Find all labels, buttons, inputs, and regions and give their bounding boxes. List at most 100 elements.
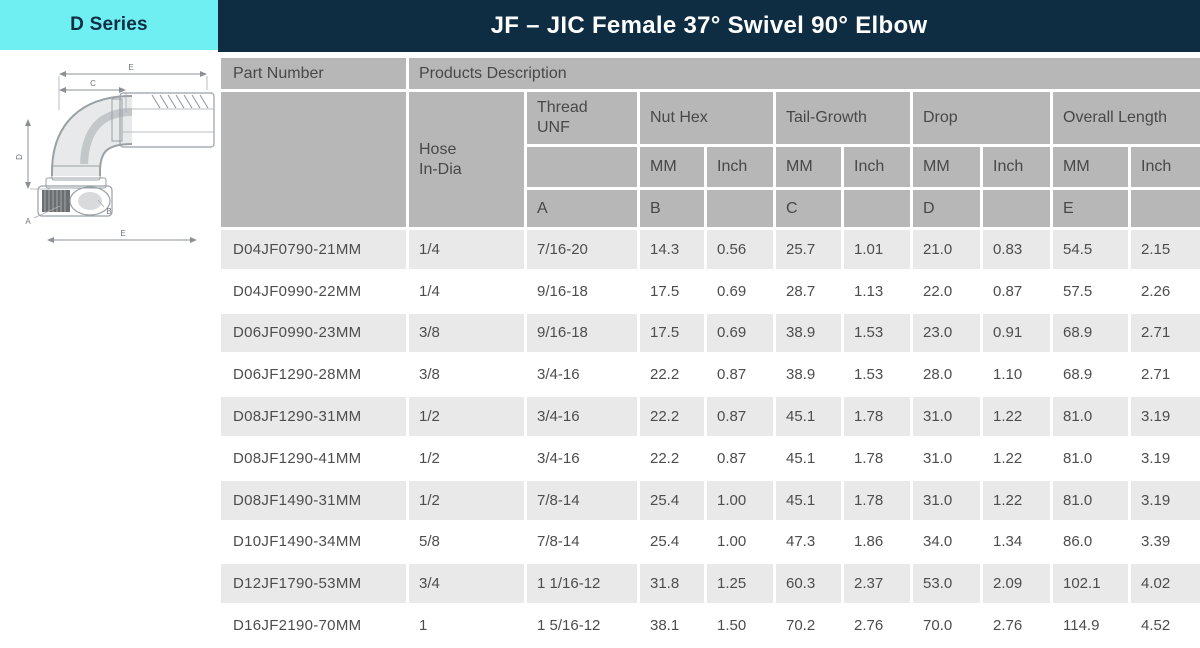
cell-drop-mm: 21.0 [910,227,983,272]
cell-drop-mm: 22.0 [910,268,983,314]
cell-nut-hex-mm: 25.4 [637,477,707,523]
nut-hex-face [69,186,111,216]
cell-hose-in-dia: 1/2 [406,435,527,481]
cell-drop-inch: 2.09 [980,561,1053,607]
cell-part-number: D08JF1290-41MM [218,435,409,481]
cell-nut-hex-inch: 1.00 [704,477,776,523]
cell-nut-hex-inch: 0.69 [704,310,776,356]
cell-nut-hex-mm: 38.1 [637,603,707,648]
cell-part-number: D08JF1290-31MM [218,394,409,439]
cell-part-number: D16JF2190-70MM [218,603,409,648]
cell-tail-growth-inch: 2.76 [841,603,913,648]
thread-lines [44,190,66,212]
drop-unit-mm: MM [910,144,983,190]
cell-drop-mm: 53.0 [910,561,983,607]
cell-nut-hex-inch: 1.50 [704,603,776,648]
cell-overall-length-inch: 3.19 [1128,477,1200,523]
nut-hex-inner [78,192,102,210]
nut-collar [51,165,101,181]
letter-b: B [637,187,707,230]
drop-unit-inch: Inch [980,144,1053,190]
cell-hose-in-dia: 5/8 [406,519,527,565]
letter-c-spacer [841,187,913,230]
cell-tail-growth-mm: 70.2 [773,603,844,648]
cell-overall-length-inch: 2.71 [1128,310,1200,356]
cell-tail-growth-mm: 28.7 [773,268,844,314]
cell-drop-inch: 0.91 [980,310,1053,356]
cell-hose-in-dia: 1/4 [406,268,527,314]
crimp-serrations [151,94,209,109]
cell-overall-length-inch: 3.19 [1128,435,1200,481]
cell-tail-growth-mm: 60.3 [773,561,844,607]
cell-overall-length-mm: 102.1 [1050,561,1131,607]
series-tab-label: D Series [70,14,148,35]
cell-nut-hex-mm: 22.2 [637,352,707,398]
cell-nut-hex-mm: 22.2 [637,394,707,439]
cell-drop-inch: 1.22 [980,477,1053,523]
swivel-nut [37,185,113,217]
cell-part-number: D10JF1490-34MM [218,519,409,565]
cell-drop-mm: 31.0 [910,477,983,523]
cell-overall-length-mm: 86.0 [1050,519,1131,565]
cell-drop-inch: 1.10 [980,352,1053,398]
cell-tail-growth-mm: 45.1 [773,435,844,481]
letter-a: A [524,187,640,230]
cell-tail-growth-inch: 1.78 [841,477,913,523]
cell-nut-hex-inch: 0.69 [704,268,776,314]
cell-hose-in-dia: 1 [406,603,527,648]
series-tab: D Series [0,0,218,50]
title-bar: JF – JIC Female 37° Swivel 90° Elbow [218,0,1200,52]
cell-drop-mm: 23.0 [910,310,983,356]
cell-drop-inch: 1.22 [980,435,1053,481]
cell-drop-inch: 1.34 [980,519,1053,565]
letter-d-spacer [980,187,1053,230]
cell-drop-inch: 0.83 [980,227,1053,272]
cell-thread-unf: 7/8-14 [524,519,640,565]
cell-part-number: D04JF0990-22MM [218,268,409,314]
cell-drop-inch: 2.76 [980,603,1053,648]
dim-label-thread-end: A [25,217,31,226]
cell-tail-growth-inch: 1.78 [841,435,913,481]
table-row: D08JF1490-31MM 1/2 7/8-14 25.4 1.00 45.1… [218,477,1200,523]
cell-tail-growth-mm: 47.3 [773,519,844,565]
cell-tail-growth-mm: 45.1 [773,394,844,439]
cell-thread-unf: 3/4-16 [524,394,640,439]
cell-tail-growth-inch: 1.13 [841,268,913,314]
spec-table-wrap: Part Number Products Description Hose In… [218,55,1200,648]
col-products-description: Products Description [406,55,1200,92]
cell-overall-length-mm: 54.5 [1050,227,1131,272]
table-row: D08JF1290-31MM 1/2 3/4-16 22.2 0.87 45.1… [218,394,1200,439]
group-overall-length: Overall Length [1050,89,1200,147]
thread-unf-spacer-cell [524,144,640,190]
cell-thread-unf: 9/16-18 [524,268,640,314]
cell-drop-mm: 31.0 [910,394,983,439]
cell-overall-length-mm: 81.0 [1050,477,1131,523]
cell-nut-hex-mm: 14.3 [637,227,707,272]
cell-tail-growth-mm: 38.9 [773,310,844,356]
table-row: D12JF1790-53MM 3/4 1 1/16-12 31.8 1.25 6… [218,561,1200,607]
table-row: D06JF0990-23MM 3/8 9/16-18 17.5 0.69 38.… [218,310,1200,356]
letter-c: C [773,187,844,230]
cell-nut-hex-inch: 1.00 [704,519,776,565]
overall-length-unit-mm: MM [1050,144,1131,190]
cell-thread-unf: 1 5/16-12 [524,603,640,648]
fitting-diagram: E C D A B E [15,63,215,243]
cell-overall-length-inch: 2.71 [1128,352,1200,398]
cell-overall-length-mm: 81.0 [1050,394,1131,439]
cell-thread-unf: 3/4-16 [524,435,640,481]
col-part-number: Part Number [218,55,409,92]
cell-nut-hex-mm: 25.4 [637,519,707,565]
cell-tail-growth-inch: 1.86 [841,519,913,565]
dim-label-nut-hex: B [106,207,111,216]
crimp-shell [119,92,215,148]
cell-tail-growth-inch: 1.53 [841,352,913,398]
cell-tail-growth-mm: 38.9 [773,352,844,398]
cell-overall-length-mm: 68.9 [1050,352,1131,398]
cell-nut-hex-inch: 0.87 [704,435,776,481]
cell-tail-growth-mm: 25.7 [773,227,844,272]
overall-length-unit-inch: Inch [1128,144,1200,190]
cell-drop-mm: 70.0 [910,603,983,648]
group-nut-hex: Nut Hex [637,89,776,147]
page-title: JF – JIC Female 37° Swivel 90° Elbow [490,12,928,39]
